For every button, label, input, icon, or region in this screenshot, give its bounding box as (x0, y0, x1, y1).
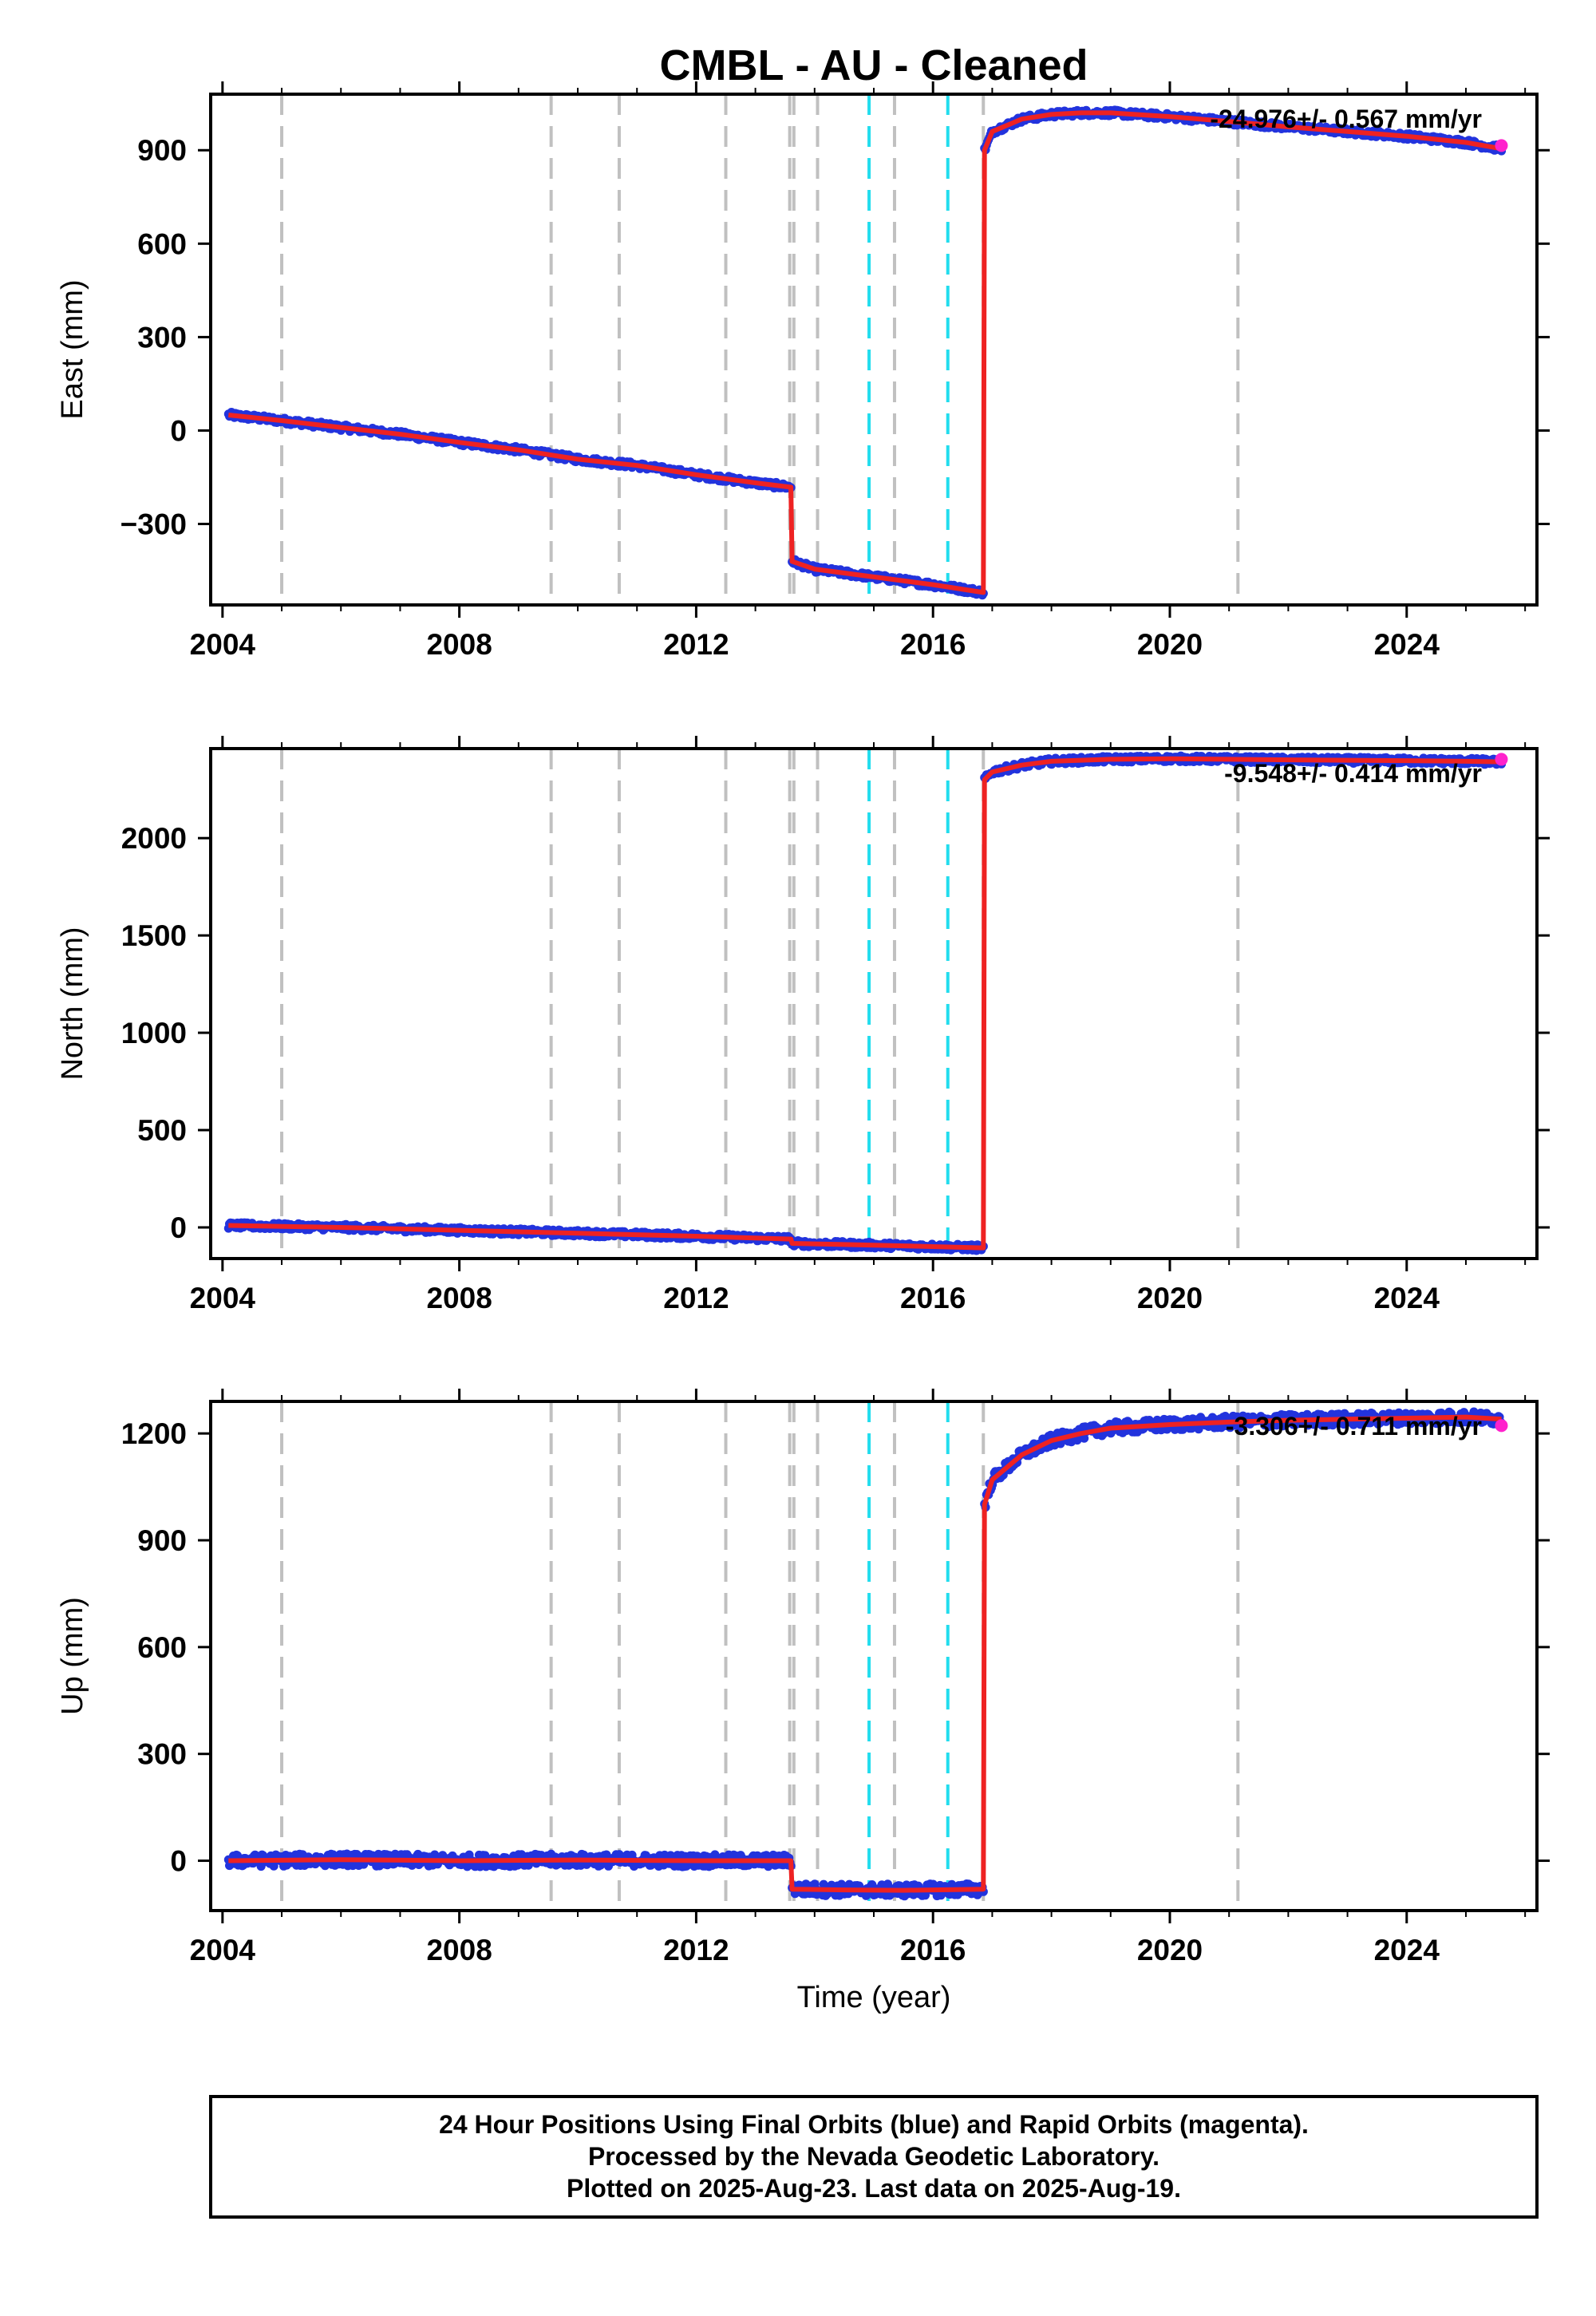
y-tick-label: 0 (170, 414, 187, 447)
y-axis-label: East (mm) (56, 279, 89, 419)
panel-frame (209, 1400, 1539, 1912)
y-tick-label: 300 (137, 1738, 187, 1771)
x-tick-label: 2004 (190, 1282, 256, 1314)
footer-line-2: Processed by the Nevada Geodetic Laborat… (588, 2142, 1159, 2171)
x-tick-label: 2004 (190, 1934, 256, 1966)
panel-2: 2004 2008 2012 2016 2020 2024 0 500 1000 1500 2000… (56, 736, 1550, 1314)
x-tick-label: 2016 (900, 628, 966, 661)
footer-box: 24 Hour Positions Using Final Orbits (bl… (209, 2095, 1539, 2219)
x-tick-label: 2024 (1374, 628, 1440, 661)
footer-line-1: 24 Hour Positions Using Final Orbits (bl… (439, 2110, 1309, 2139)
rate-annotation: -9.548+/- 0.414 mm/yr (1224, 759, 1482, 788)
x-tick-label: 2008 (426, 1282, 492, 1314)
x-tick-label: 2004 (190, 628, 256, 661)
rapid-orbit-point (1495, 1419, 1508, 1433)
panel-frame (209, 747, 1539, 1260)
panels: 2004 2008 2012 2016 2020 2024 −300 0 300 600 900 Ea… (56, 81, 1550, 1966)
y-tick-label: 600 (137, 1631, 187, 1664)
x-tick-label: 2020 (1137, 628, 1203, 661)
chart-title: CMBL - AU - Cleaned (659, 41, 1088, 89)
footer-line-3: Plotted on 2025-Aug-23. Last data on 202… (567, 2174, 1181, 2203)
y-tick-label: 600 (137, 227, 187, 260)
y-axis-label: North (mm) (56, 927, 89, 1080)
x-tick-label: 2016 (900, 1934, 966, 1966)
x-tick-label: 2012 (663, 628, 729, 661)
y-tick-label: 900 (137, 1524, 187, 1557)
y-tick-label: 1500 (121, 919, 187, 952)
y-tick-label: −300 (120, 508, 187, 541)
x-tick-label: 2008 (426, 628, 492, 661)
y-tick-label: 900 (137, 134, 187, 167)
y-tick-label: 0 (170, 1845, 187, 1878)
rate-annotation: -3.306+/- 0.711 mm/yr (1226, 1412, 1482, 1441)
x-tick-label: 2012 (663, 1934, 729, 1966)
panel-frame (209, 93, 1539, 607)
rate-annotation: -24.976+/- 0.567 mm/yr (1210, 105, 1482, 133)
model-fit-line (228, 756, 1502, 1251)
x-axis-label: Time (year) (797, 1981, 951, 2014)
y-axis-label: Up (mm) (56, 1597, 89, 1715)
y-tick-label: 1200 (121, 1417, 187, 1450)
panel-3: 2004 2008 2012 2016 2020 2024 0 300 600 900 1200 Up… (56, 1389, 1550, 1966)
y-tick-label: 500 (137, 1114, 187, 1147)
rapid-orbit-point (1495, 139, 1508, 152)
y-tick-label: 0 (170, 1211, 187, 1244)
x-tick-label: 2020 (1137, 1934, 1203, 1966)
y-tick-label: 1000 (121, 1017, 187, 1049)
x-tick-label: 2008 (426, 1934, 492, 1966)
model-fit-line (227, 110, 1503, 595)
x-tick-label: 2012 (663, 1282, 729, 1314)
y-tick-label: 300 (137, 321, 187, 354)
y-tick-label: 2000 (121, 822, 187, 855)
rapid-orbit-point (1495, 753, 1508, 766)
model-fit-line (228, 1414, 1502, 1893)
x-tick-label: 2020 (1137, 1282, 1203, 1314)
x-tick-label: 2024 (1374, 1282, 1440, 1314)
x-tick-label: 2024 (1374, 1934, 1440, 1966)
x-tick-label: 2016 (900, 1282, 966, 1314)
panel-1: 2004 2008 2012 2016 2020 2024 −300 0 300 600 900 Ea… (56, 81, 1550, 661)
